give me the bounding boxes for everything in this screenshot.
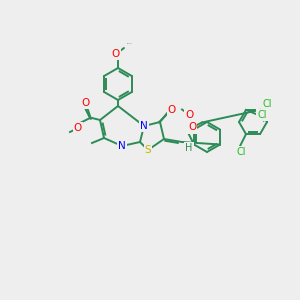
Text: methoxy: methoxy — [127, 43, 133, 44]
Text: O: O — [185, 110, 193, 119]
Text: O: O — [188, 122, 196, 133]
Text: O: O — [168, 105, 176, 115]
Text: O: O — [112, 49, 120, 59]
Text: Cl: Cl — [236, 147, 246, 157]
Text: Cl: Cl — [262, 99, 272, 109]
Text: S: S — [145, 145, 151, 155]
Text: Cl: Cl — [257, 110, 267, 120]
Text: O: O — [74, 123, 82, 133]
Text: N: N — [118, 141, 126, 151]
Text: N: N — [140, 121, 148, 131]
Text: H: H — [185, 143, 193, 153]
Text: O: O — [81, 98, 89, 108]
